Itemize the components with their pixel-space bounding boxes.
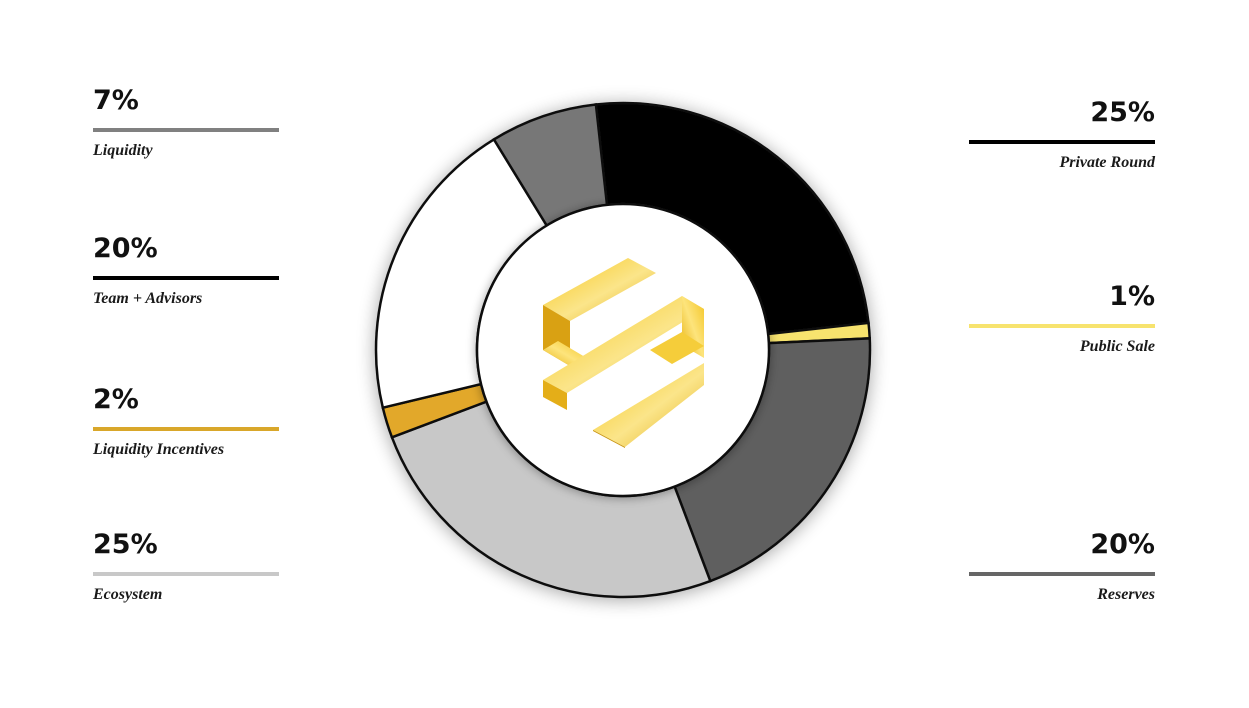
legend-label: Team + Advisors	[93, 290, 203, 307]
legend-item-liquidity: 7% Liquidity	[93, 86, 279, 161]
legend-label: Public Sale	[1079, 338, 1155, 355]
legend-value: 25%	[1090, 97, 1155, 128]
legend-label: Liquidity	[93, 142, 153, 159]
legend-item-reserves: 20% Reserves	[969, 530, 1155, 605]
legend-value: 7%	[93, 85, 139, 116]
legend-label: Reserves	[1097, 586, 1155, 603]
legend-value: 2%	[93, 384, 139, 415]
donut-slices	[374, 101, 872, 599]
legend-swatch-bar	[969, 140, 1155, 144]
legend-swatch-bar	[93, 128, 279, 132]
gold-s-logo	[543, 258, 704, 448]
legend-item-ecosystem: 25% Ecosystem	[93, 530, 279, 605]
legend-item-public-sale: 1% Public Sale	[969, 282, 1155, 357]
legend-item-liquidity-incentives: 2% Liquidity Incentives	[93, 385, 279, 460]
legend-label: Private Round	[1059, 154, 1155, 171]
legend-item-private-round: 25% Private Round	[969, 98, 1155, 173]
legend-swatch-bar	[93, 276, 279, 280]
legend-swatch-bar	[969, 572, 1155, 576]
legend-value: 20%	[1090, 529, 1155, 560]
legend-value: 25%	[93, 529, 158, 560]
legend-label: Liquidity Incentives	[93, 441, 225, 458]
legend-label: Ecosystem	[93, 586, 163, 603]
legend-value: 20%	[93, 233, 158, 264]
legend-swatch-bar	[93, 572, 279, 576]
legend-swatch-bar	[969, 324, 1155, 328]
legend-value: 1%	[1109, 281, 1155, 312]
legend-item-team-advisors: 20% Team + Advisors	[93, 234, 279, 309]
legend-swatch-bar	[93, 427, 279, 431]
